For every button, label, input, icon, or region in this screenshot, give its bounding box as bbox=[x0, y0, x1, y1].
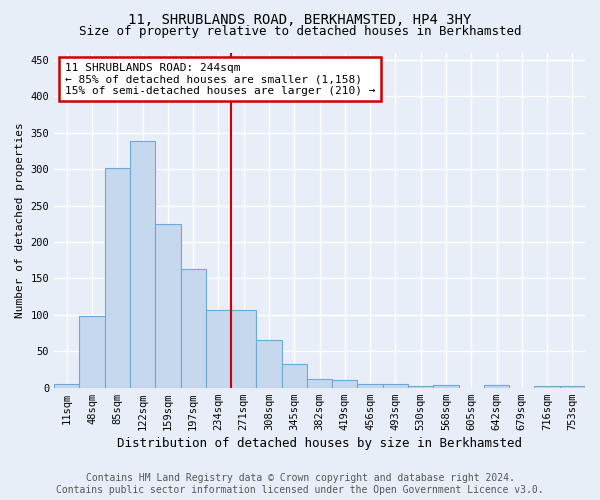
Bar bbox=[484, 385, 509, 388]
Bar bbox=[130, 142, 155, 388]
Bar bbox=[560, 386, 585, 388]
Bar bbox=[383, 384, 408, 388]
Bar bbox=[358, 384, 383, 388]
Bar bbox=[181, 269, 206, 388]
Bar bbox=[433, 385, 458, 388]
Bar bbox=[535, 386, 560, 388]
Bar bbox=[79, 316, 105, 388]
Bar bbox=[408, 386, 433, 388]
Bar bbox=[256, 340, 281, 388]
Bar bbox=[54, 384, 79, 388]
X-axis label: Distribution of detached houses by size in Berkhamsted: Distribution of detached houses by size … bbox=[117, 437, 522, 450]
Bar bbox=[105, 168, 130, 388]
Bar bbox=[281, 364, 307, 388]
Text: 11 SHRUBLANDS ROAD: 244sqm
← 85% of detached houses are smaller (1,158)
15% of s: 11 SHRUBLANDS ROAD: 244sqm ← 85% of deta… bbox=[65, 62, 375, 96]
Bar bbox=[231, 310, 256, 388]
Y-axis label: Number of detached properties: Number of detached properties bbox=[15, 122, 25, 318]
Text: Size of property relative to detached houses in Berkhamsted: Size of property relative to detached ho… bbox=[79, 25, 521, 38]
Bar bbox=[307, 379, 332, 388]
Text: Contains HM Land Registry data © Crown copyright and database right 2024.
Contai: Contains HM Land Registry data © Crown c… bbox=[56, 474, 544, 495]
Bar bbox=[206, 310, 231, 388]
Text: 11, SHRUBLANDS ROAD, BERKHAMSTED, HP4 3HY: 11, SHRUBLANDS ROAD, BERKHAMSTED, HP4 3H… bbox=[128, 12, 472, 26]
Bar bbox=[155, 224, 181, 388]
Bar bbox=[332, 380, 358, 388]
